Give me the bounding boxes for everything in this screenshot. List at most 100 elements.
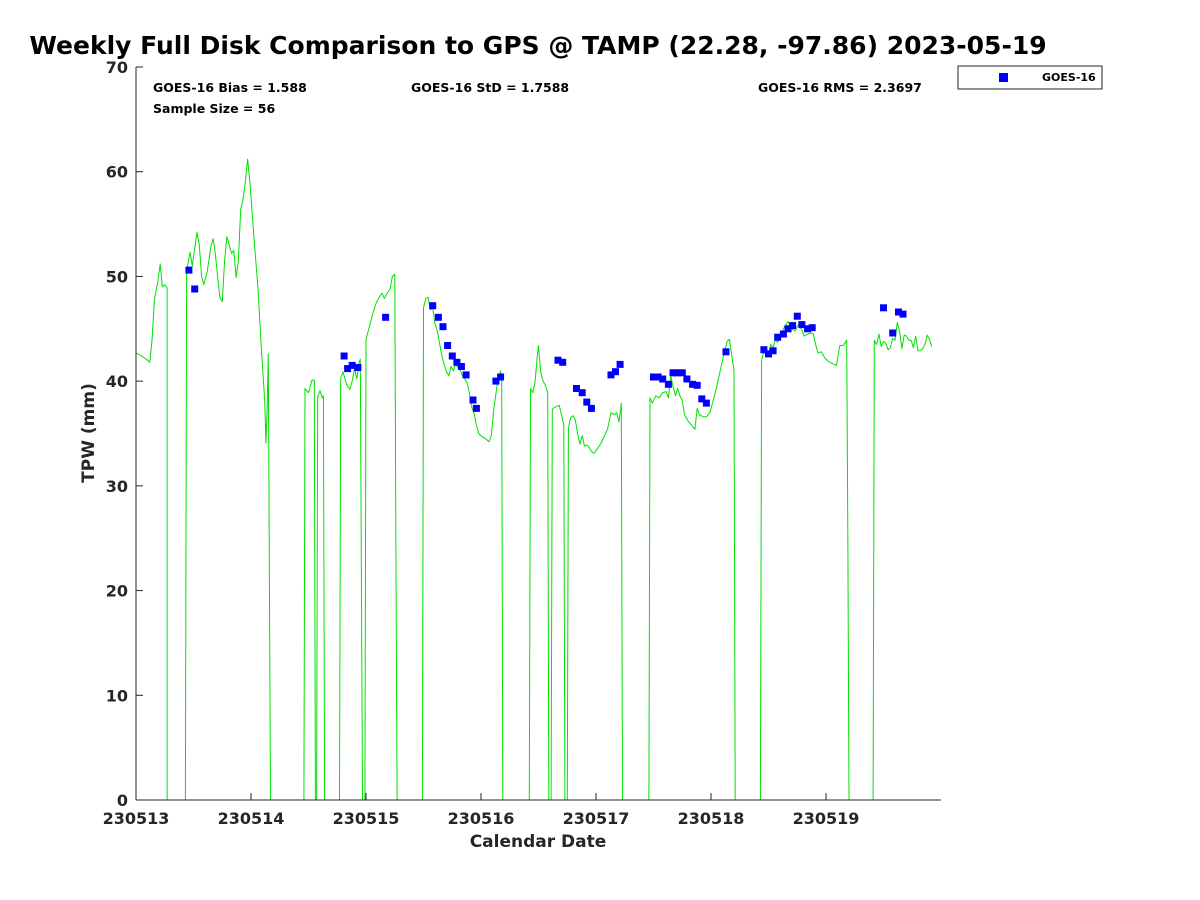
- goes16-point: [722, 348, 730, 356]
- goes16-point: [344, 365, 352, 373]
- goes16-point: [798, 321, 806, 329]
- y-tick-label: 30: [106, 477, 128, 496]
- goes16-point: [573, 385, 580, 392]
- goes16-point: [880, 304, 887, 312]
- goes16-point: [804, 325, 812, 333]
- goes16-point: [340, 352, 348, 360]
- goes16-point: [492, 377, 500, 385]
- gps-line-segment: [566, 402, 623, 801]
- y-tick-label: 50: [106, 267, 128, 286]
- goes16-point: [654, 373, 662, 381]
- x-tick-label: 230518: [678, 809, 745, 828]
- goes16-markers-layer: [185, 266, 907, 412]
- goes16-point: [683, 375, 691, 383]
- gps-line-segment: [648, 338, 736, 801]
- gps-line-segment: [303, 379, 316, 801]
- goes16-point: [439, 323, 447, 331]
- goes16-point: [348, 361, 356, 369]
- gps-line-segment: [184, 158, 271, 801]
- goes16-point: [382, 313, 390, 321]
- goes16-point: [769, 347, 777, 355]
- goes16-point: [616, 360, 624, 368]
- gps-line-layer: [135, 158, 933, 801]
- goes16-point: [448, 352, 456, 360]
- goes16-point: [678, 369, 686, 377]
- goes16-point: [472, 404, 480, 412]
- stat-rms: GOES-16 RMS = 2.3697: [758, 80, 922, 95]
- goes16-point: [191, 285, 199, 293]
- goes16-point: [453, 358, 461, 366]
- y-tick-label: 20: [106, 582, 128, 601]
- x-tick-label: 230515: [333, 809, 400, 828]
- x-ticks: 230513 230514 230515 230516 230517 230518 2305…: [103, 793, 860, 828]
- x-tick-label: 230517: [563, 809, 630, 828]
- goes16-point: [583, 398, 591, 406]
- stat-bias: GOES-16 Bias = 1.588: [153, 80, 307, 95]
- legend-box: [957, 65, 1103, 90]
- goes16-point: [607, 371, 615, 379]
- gps-line-segment: [339, 273, 398, 801]
- goes16-point: [444, 342, 452, 349]
- y-tick-label: 0: [117, 791, 128, 810]
- gps-line-segment: [421, 296, 504, 801]
- goes16-point: [760, 346, 768, 354]
- gps-line-segment: [316, 390, 326, 801]
- gps-line-segment: [550, 404, 566, 801]
- goes16-point: [895, 308, 902, 316]
- goes16-point: [689, 380, 697, 388]
- goes16-point: [698, 395, 706, 403]
- goes16-point: [889, 329, 897, 337]
- y-tick-label: 40: [106, 372, 128, 391]
- legend-label-goes16: GOES-16: [1042, 71, 1096, 84]
- gps-line-segment: [135, 263, 168, 800]
- goes16-point: [765, 350, 772, 358]
- goes16-point: [457, 363, 465, 370]
- plot-area: [136, 67, 941, 800]
- goes16-point: [693, 381, 701, 389]
- goes16-point: [784, 325, 792, 333]
- goes16-point: [674, 369, 682, 377]
- goes16-point: [899, 310, 907, 318]
- legend: GOES-16: [957, 65, 1103, 90]
- x-axis-label: Calendar Date: [470, 832, 607, 852]
- x-tick-label: 230519: [793, 809, 860, 828]
- goes16-point: [779, 330, 787, 338]
- y-tick-label: 70: [106, 58, 128, 77]
- stat-sample-size: Sample Size = 56: [153, 101, 275, 116]
- goes16-point: [587, 404, 595, 412]
- chart-title: Weekly Full Disk Comparison to GPS @ TAM…: [29, 31, 1046, 60]
- goes16-point: [469, 396, 477, 404]
- goes16-point: [497, 373, 505, 381]
- y-tick-label: 10: [106, 686, 128, 705]
- y-axis-label: TPW (mm): [79, 383, 99, 483]
- goes16-point: [354, 364, 362, 371]
- goes16-point: [554, 356, 562, 364]
- goes16-point: [659, 375, 667, 383]
- goes16-point: [793, 312, 801, 320]
- goes16-point: [664, 380, 672, 388]
- goes16-point: [774, 333, 782, 341]
- x-tick-label: 230513: [103, 809, 170, 828]
- goes16-point: [650, 373, 657, 381]
- gps-line-segment: [528, 345, 550, 801]
- x-tick-label: 230514: [218, 809, 285, 828]
- y-tick-label: 60: [106, 163, 128, 182]
- legend-marker-goes16: [999, 73, 1008, 82]
- goes16-point: [434, 313, 442, 321]
- goes16-point: [789, 322, 797, 330]
- goes16-point: [808, 324, 816, 332]
- goes16-point: [429, 302, 437, 310]
- goes16-point: [462, 371, 470, 379]
- goes16-point: [669, 369, 677, 377]
- axes: [135, 67, 941, 801]
- x-tick-label: 230516: [448, 809, 515, 828]
- y-ticks: 0 10 20 30 40 50 60 70: [106, 58, 143, 810]
- goes16-point: [185, 266, 193, 274]
- gps-line-segment: [872, 322, 933, 801]
- gps-line-segment: [759, 321, 850, 801]
- goes16-point: [612, 368, 619, 376]
- stat-std: GOES-16 StD = 1.7588: [411, 80, 569, 95]
- goes16-point: [578, 389, 586, 397]
- goes16-point: [559, 358, 567, 366]
